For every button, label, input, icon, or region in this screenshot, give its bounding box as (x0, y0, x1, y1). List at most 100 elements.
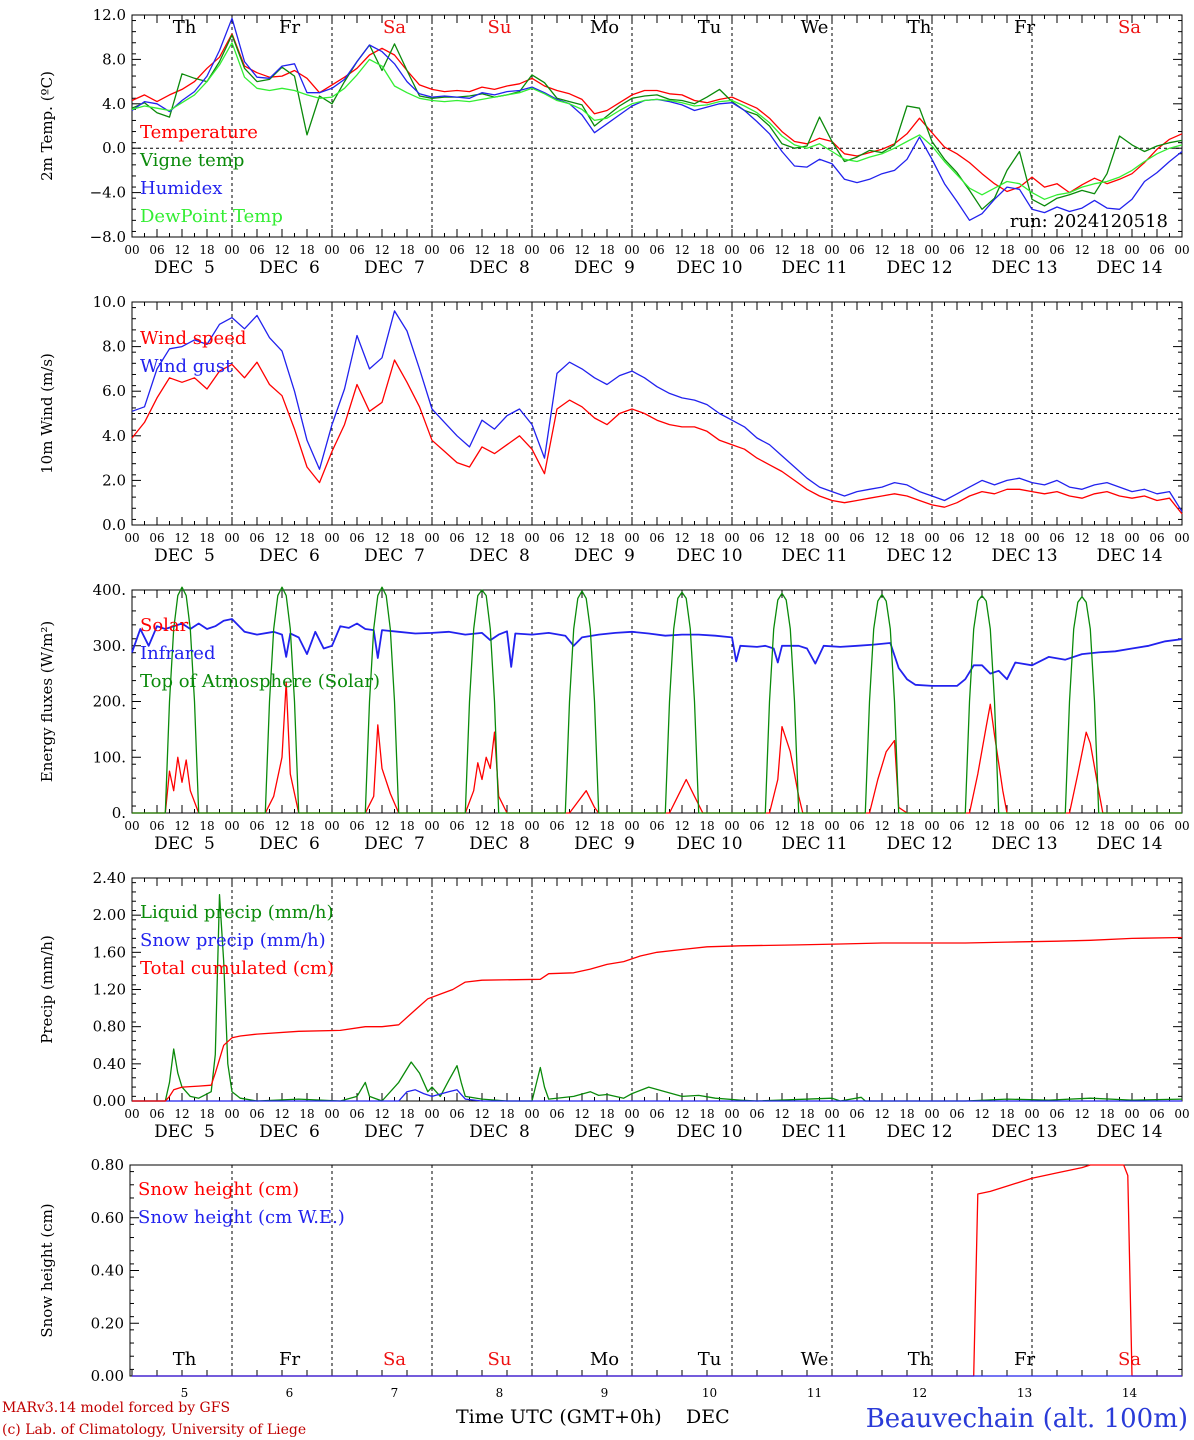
footer-model: MARv3.14 model forced by GFS (2, 1400, 230, 1416)
hour-tick-label: 00 (1174, 531, 1189, 545)
hour-tick-label: 00 (824, 1107, 839, 1121)
y-tick-label: 0.00 (91, 1367, 124, 1385)
hour-tick-label: 00 (1024, 1107, 1039, 1121)
day-label: We (801, 17, 829, 38)
date-label: DEC 14 (1096, 546, 1162, 566)
hour-tick-label: 12 (274, 531, 289, 545)
y-tick-label: 200. (93, 693, 126, 711)
y-tick-label: 100. (93, 748, 126, 766)
hour-tick-label: 06 (1049, 819, 1064, 833)
hour-tick-label: 00 (1024, 819, 1039, 833)
day-label: Tu (698, 1349, 722, 1370)
precipitation-panel: 2.40 2.00 1.60 1.20 0.80 0.40 0.00 Precip (mm/h… (38, 869, 1190, 1142)
y-axis-title: 2m Temp. (ºC) (38, 71, 56, 181)
y-tick-label: 400. (93, 581, 126, 599)
hour-tick-label: 18 (1099, 819, 1114, 833)
date-number-label: 10 (702, 1386, 717, 1400)
day-label: Fr (1014, 1349, 1035, 1370)
hour-tick-label: 00 (424, 1107, 439, 1121)
day-label: Fr (1014, 17, 1035, 38)
hour-tick-label: 06 (549, 819, 564, 833)
hour-tick-label: 18 (999, 243, 1014, 257)
hour-tick-label: 12 (974, 1107, 989, 1121)
hour-tick-label: 06 (1049, 531, 1064, 545)
y-tick-label: 4.0 (102, 95, 126, 113)
hour-tick-label: 00 (124, 819, 139, 833)
date-label: DEC 8 (469, 1122, 530, 1142)
hour-tick-label: 12 (174, 1107, 189, 1121)
hour-tick-label: 12 (174, 243, 189, 257)
day-label: Sa (1118, 17, 1141, 38)
hour-tick-label: 00 (624, 243, 639, 257)
y-tick-label: 300. (93, 637, 126, 655)
hour-tick-label: 00 (424, 243, 439, 257)
hour-tick-label: 06 (349, 1107, 364, 1121)
hour-tick-label: 12 (1074, 819, 1089, 833)
day-label: Th (173, 1349, 197, 1370)
hour-tick-label: 06 (949, 1107, 964, 1121)
hour-tick-label: 00 (1124, 1107, 1139, 1121)
hour-tick-label: 06 (149, 531, 164, 545)
day-label: Fr (279, 17, 300, 38)
hour-tick-label: 18 (599, 819, 614, 833)
hour-tick-label: 00 (424, 819, 439, 833)
legend-label: Temperature (140, 122, 258, 143)
legend-label: Infrared (140, 643, 215, 664)
day-label: Su (488, 1349, 512, 1370)
legend-label: Solar (140, 615, 189, 636)
energy-flux-panel: 400. 300. 200. 100. 0. Energy fluxes (W/m²) 00… (38, 581, 1190, 854)
date-label: DEC 6 (259, 1122, 320, 1142)
hour-tick-label: 18 (599, 243, 614, 257)
y-tick-label: 0.60 (91, 1209, 124, 1227)
hour-tick-label: 00 (224, 531, 239, 545)
date-label: DEC 9 (574, 546, 635, 566)
date-label: DEC 8 (469, 546, 530, 566)
hour-tick-label: 18 (399, 531, 414, 545)
hour-tick-label: 12 (174, 531, 189, 545)
date-label: DEC 11 (781, 546, 847, 566)
date-number-label: 6 (286, 1386, 294, 1400)
hour-tick-label: 12 (874, 531, 889, 545)
y-tick-label: −8.0 (90, 228, 126, 246)
hour-tick-label: 06 (449, 531, 464, 545)
hour-tick-label: 06 (749, 819, 764, 833)
hour-tick-label: 18 (999, 531, 1014, 545)
date-number-label: 7 (391, 1386, 399, 1400)
hour-tick-label: 18 (899, 819, 914, 833)
date-number-label: 9 (601, 1386, 609, 1400)
y-tick-label: 10.0 (93, 293, 126, 311)
legend-label: Vigne temp (139, 150, 244, 171)
hour-tick-label: 00 (424, 531, 439, 545)
hour-tick-label: 00 (924, 243, 939, 257)
hour-tick-label: 12 (674, 531, 689, 545)
hour-tick-label: 00 (924, 1107, 939, 1121)
y-tick-label: 0. (112, 804, 126, 822)
hour-tick-label: 12 (574, 1107, 589, 1121)
y-axis-title: Snow height (cm) (38, 1203, 56, 1337)
hour-tick-label: 12 (274, 243, 289, 257)
date-label: DEC 9 (574, 1122, 635, 1142)
hour-tick-label: 00 (1124, 531, 1139, 545)
hour-tick-label: 00 (1174, 1107, 1189, 1121)
hour-tick-label: 18 (1099, 1107, 1114, 1121)
hour-tick-label: 00 (624, 1107, 639, 1121)
hour-tick-label: 06 (949, 531, 964, 545)
date-label: DEC 12 (886, 546, 952, 566)
hour-tick-label: 06 (1049, 243, 1064, 257)
date-label: DEC 12 (886, 834, 952, 854)
date-label: DEC 5 (154, 1122, 215, 1142)
hour-tick-label: 12 (774, 531, 789, 545)
hour-tick-label: 06 (649, 1107, 664, 1121)
day-label: Tu (698, 17, 722, 38)
series-line-snow-precip-mm-h (132, 1089, 1182, 1102)
legend-label: Wind gust (140, 356, 233, 377)
hour-tick-label: 18 (199, 243, 214, 257)
series-line-top-of-atmosphere-solar (132, 586, 1182, 814)
hour-tick-label: 18 (699, 531, 714, 545)
hour-tick-label: 18 (399, 819, 414, 833)
y-tick-label: 0.20 (91, 1314, 124, 1332)
date-label: DEC 13 (991, 546, 1057, 566)
hour-tick-label: 00 (924, 531, 939, 545)
date-number-label: 8 (496, 1386, 504, 1400)
hour-tick-label: 12 (374, 1107, 389, 1121)
